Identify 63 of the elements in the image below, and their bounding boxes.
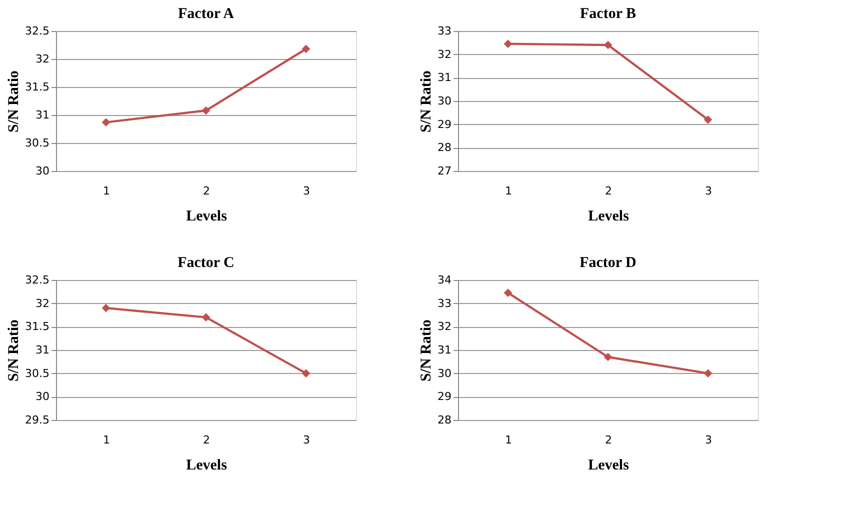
x-tick-label: 1 [103, 184, 110, 198]
y-tick-label: 32.5 [25, 274, 50, 286]
y-tick-label: 32 [438, 320, 452, 334]
point [604, 352, 612, 362]
point [604, 40, 612, 50]
x-tick-label: 2 [605, 434, 612, 446]
y-tick-label: 28 [438, 141, 452, 154]
x-tick-label: 1 [505, 434, 512, 446]
y-axis-title: S/N Ratio [418, 319, 435, 382]
x-tick-label: 3 [303, 434, 310, 446]
x-tick-label: 2 [605, 184, 612, 198]
y-tick-label: 30 [36, 390, 50, 404]
y-tick-label: 33 [438, 24, 452, 38]
y-axis-title: S/N Ratio [6, 319, 22, 382]
chart-title: Factor C [178, 255, 234, 271]
point [302, 44, 310, 54]
y-tick-label: 31.5 [25, 320, 50, 334]
x-tick-label: 3 [705, 434, 712, 446]
y-tick-label: 29 [438, 390, 452, 404]
x-axis-title: Levels [186, 458, 228, 474]
point [504, 288, 512, 298]
x-tick-label: 1 [505, 184, 512, 198]
y-tick-label: 30.5 [25, 366, 50, 380]
y-tick-label: 30 [438, 366, 452, 380]
x-axis-title: Levels [588, 458, 630, 474]
chart-title: Factor D [580, 255, 637, 271]
point [302, 369, 310, 378]
y-tick-label: 30 [36, 164, 50, 178]
x-tick-label: 3 [705, 184, 712, 198]
y-tick-label: 31 [36, 108, 50, 122]
y-axis-title: S/N Ratio [418, 70, 435, 133]
x-axis-title: Levels [186, 208, 228, 224]
y-tick-label: 32 [438, 48, 452, 61]
point [202, 106, 210, 115]
point [704, 369, 712, 378]
y-tick-label: 31 [438, 344, 452, 356]
chart-title: Factor B [580, 6, 636, 22]
point [102, 304, 110, 312]
y-tick-label: 32 [36, 296, 50, 310]
y-tick-label: 31.5 [25, 80, 50, 94]
chart-title: Factor A [178, 6, 234, 22]
y-tick-label: 31 [438, 71, 452, 84]
x-tick-label: 2 [203, 434, 210, 446]
x-tick-label: 2 [203, 184, 210, 198]
point [504, 40, 512, 48]
point [704, 115, 712, 124]
y-tick-label: 28 [438, 414, 452, 426]
y-tick-label: 32 [36, 52, 50, 66]
y-tick-label: 29 [438, 118, 452, 131]
y-tick-label: 32.5 [25, 24, 50, 38]
x-axis-title: Levels [588, 208, 630, 224]
point [202, 313, 210, 322]
point [102, 118, 110, 126]
y-axis-title: S/N Ratio [6, 70, 22, 133]
y-tick-label: 33 [438, 296, 452, 310]
x-tick-label: 3 [303, 184, 310, 198]
y-tick-label: 34 [438, 274, 452, 286]
y-tick-label: 29.5 [25, 414, 50, 426]
y-tick-label: 30 [438, 94, 452, 108]
y-tick-label: 27 [438, 164, 452, 178]
x-tick-label: 1 [103, 434, 110, 446]
y-tick-label: 31 [36, 344, 50, 356]
y-tick-label: 30.5 [25, 136, 50, 150]
